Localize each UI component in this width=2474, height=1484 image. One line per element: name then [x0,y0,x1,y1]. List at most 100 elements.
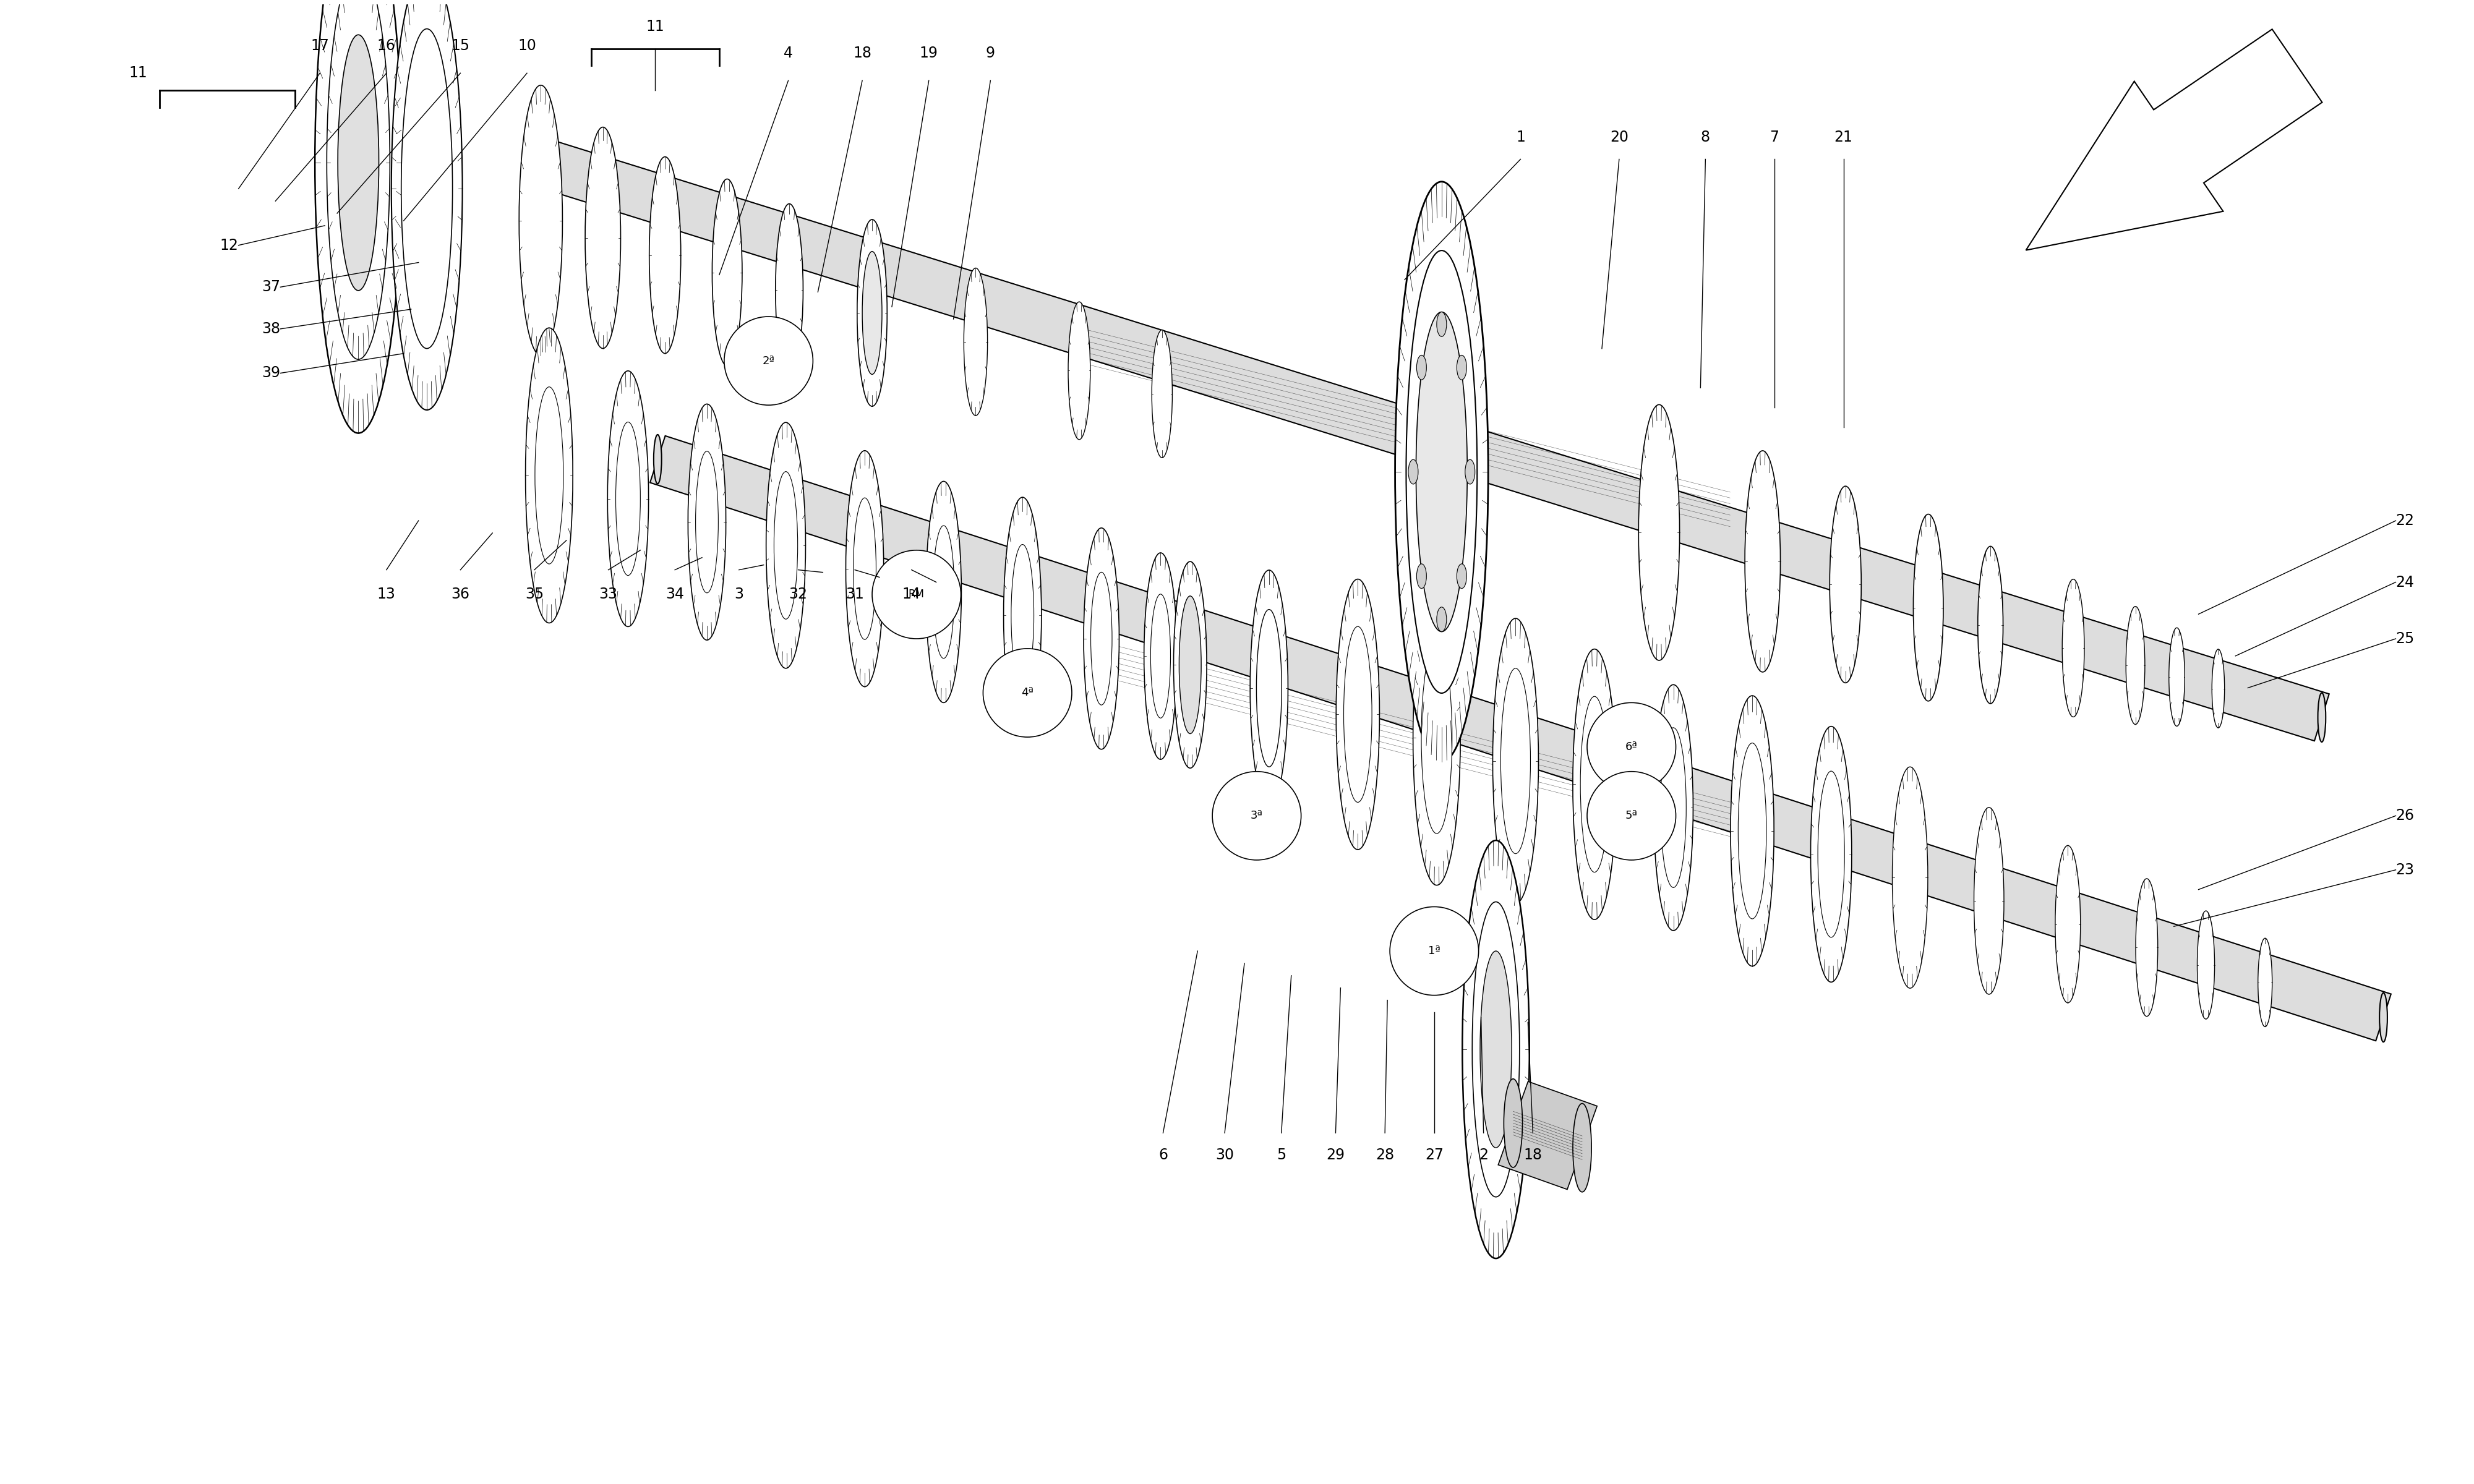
Ellipse shape [2380,993,2387,1042]
Text: 36: 36 [450,588,470,603]
Text: 16: 16 [376,39,396,53]
Polygon shape [539,141,2328,741]
Text: 4: 4 [784,46,794,61]
Ellipse shape [2197,911,2214,1020]
Ellipse shape [1153,329,1173,457]
Text: 37: 37 [262,279,280,294]
Ellipse shape [982,649,1071,738]
Ellipse shape [2125,607,2145,724]
Text: 8: 8 [1700,129,1710,144]
Ellipse shape [1418,355,1427,380]
Ellipse shape [586,128,621,349]
Ellipse shape [2170,628,2185,726]
Ellipse shape [2259,938,2271,1027]
Text: 31: 31 [846,588,863,603]
Ellipse shape [863,251,881,374]
Ellipse shape [1974,807,2004,994]
Ellipse shape [1069,301,1091,439]
Text: 30: 30 [1215,1147,1235,1162]
Ellipse shape [653,435,661,484]
Text: 1ª: 1ª [1427,945,1440,957]
Ellipse shape [616,421,641,576]
Text: 7: 7 [1769,129,1779,144]
Text: 3ª: 3ª [1249,810,1262,821]
Ellipse shape [1465,460,1475,484]
Text: 22: 22 [2395,513,2415,528]
Text: 33: 33 [599,588,618,603]
Ellipse shape [1479,951,1512,1147]
Ellipse shape [1739,743,1766,919]
Ellipse shape [1472,902,1519,1198]
Ellipse shape [1150,594,1170,718]
Text: 15: 15 [450,39,470,53]
Text: 6: 6 [1158,1147,1168,1162]
Ellipse shape [401,28,453,349]
Ellipse shape [2318,693,2326,742]
Ellipse shape [1405,251,1477,693]
Ellipse shape [1912,513,1942,700]
Polygon shape [2026,30,2323,251]
Ellipse shape [1588,702,1675,791]
Ellipse shape [1395,181,1489,761]
Ellipse shape [1408,460,1418,484]
Ellipse shape [648,157,680,353]
Text: 3: 3 [735,588,745,603]
Ellipse shape [1573,649,1616,920]
Ellipse shape [1418,564,1427,589]
Text: 29: 29 [1326,1147,1346,1162]
Text: 4ª: 4ª [1022,687,1034,699]
Polygon shape [1499,1082,1598,1189]
Ellipse shape [609,371,648,626]
Ellipse shape [2063,579,2083,717]
Ellipse shape [713,180,742,367]
Text: 18: 18 [854,46,871,61]
Ellipse shape [391,0,463,410]
Ellipse shape [1818,772,1846,938]
Ellipse shape [1413,591,1460,886]
Ellipse shape [1336,579,1380,850]
Ellipse shape [933,525,955,659]
Ellipse shape [1143,554,1178,760]
Ellipse shape [1732,696,1774,966]
Text: 5ª: 5ª [1625,810,1638,821]
Text: 9: 9 [985,46,995,61]
Text: 13: 13 [376,588,396,603]
Ellipse shape [1212,772,1301,861]
Ellipse shape [1390,907,1479,996]
Ellipse shape [534,387,564,564]
Ellipse shape [1012,545,1034,686]
Ellipse shape [542,139,552,188]
Text: 2: 2 [1479,1147,1489,1162]
Ellipse shape [1831,487,1860,683]
Text: RM: RM [908,589,925,600]
Ellipse shape [873,551,960,638]
Ellipse shape [1492,619,1539,904]
Ellipse shape [725,316,814,405]
Text: 19: 19 [920,46,938,61]
Ellipse shape [339,34,379,291]
Ellipse shape [1744,451,1781,672]
Text: 32: 32 [789,588,807,603]
Ellipse shape [520,85,562,356]
Ellipse shape [767,423,807,668]
Text: 1: 1 [1517,129,1524,144]
Ellipse shape [327,0,391,359]
Text: 23: 23 [2395,862,2415,877]
Text: 35: 35 [524,588,544,603]
Text: 20: 20 [1611,129,1628,144]
Ellipse shape [1638,405,1680,660]
Ellipse shape [1084,528,1118,749]
Ellipse shape [1457,564,1467,589]
Ellipse shape [854,497,876,640]
Ellipse shape [1504,1079,1522,1168]
Ellipse shape [1653,684,1692,930]
Ellipse shape [1660,727,1687,887]
Text: 14: 14 [903,588,920,603]
Text: 27: 27 [1425,1147,1442,1162]
Text: 21: 21 [1833,129,1853,144]
Ellipse shape [856,220,888,407]
Ellipse shape [1502,668,1531,853]
Text: 38: 38 [262,322,280,337]
Ellipse shape [1457,355,1467,380]
Ellipse shape [925,481,962,702]
